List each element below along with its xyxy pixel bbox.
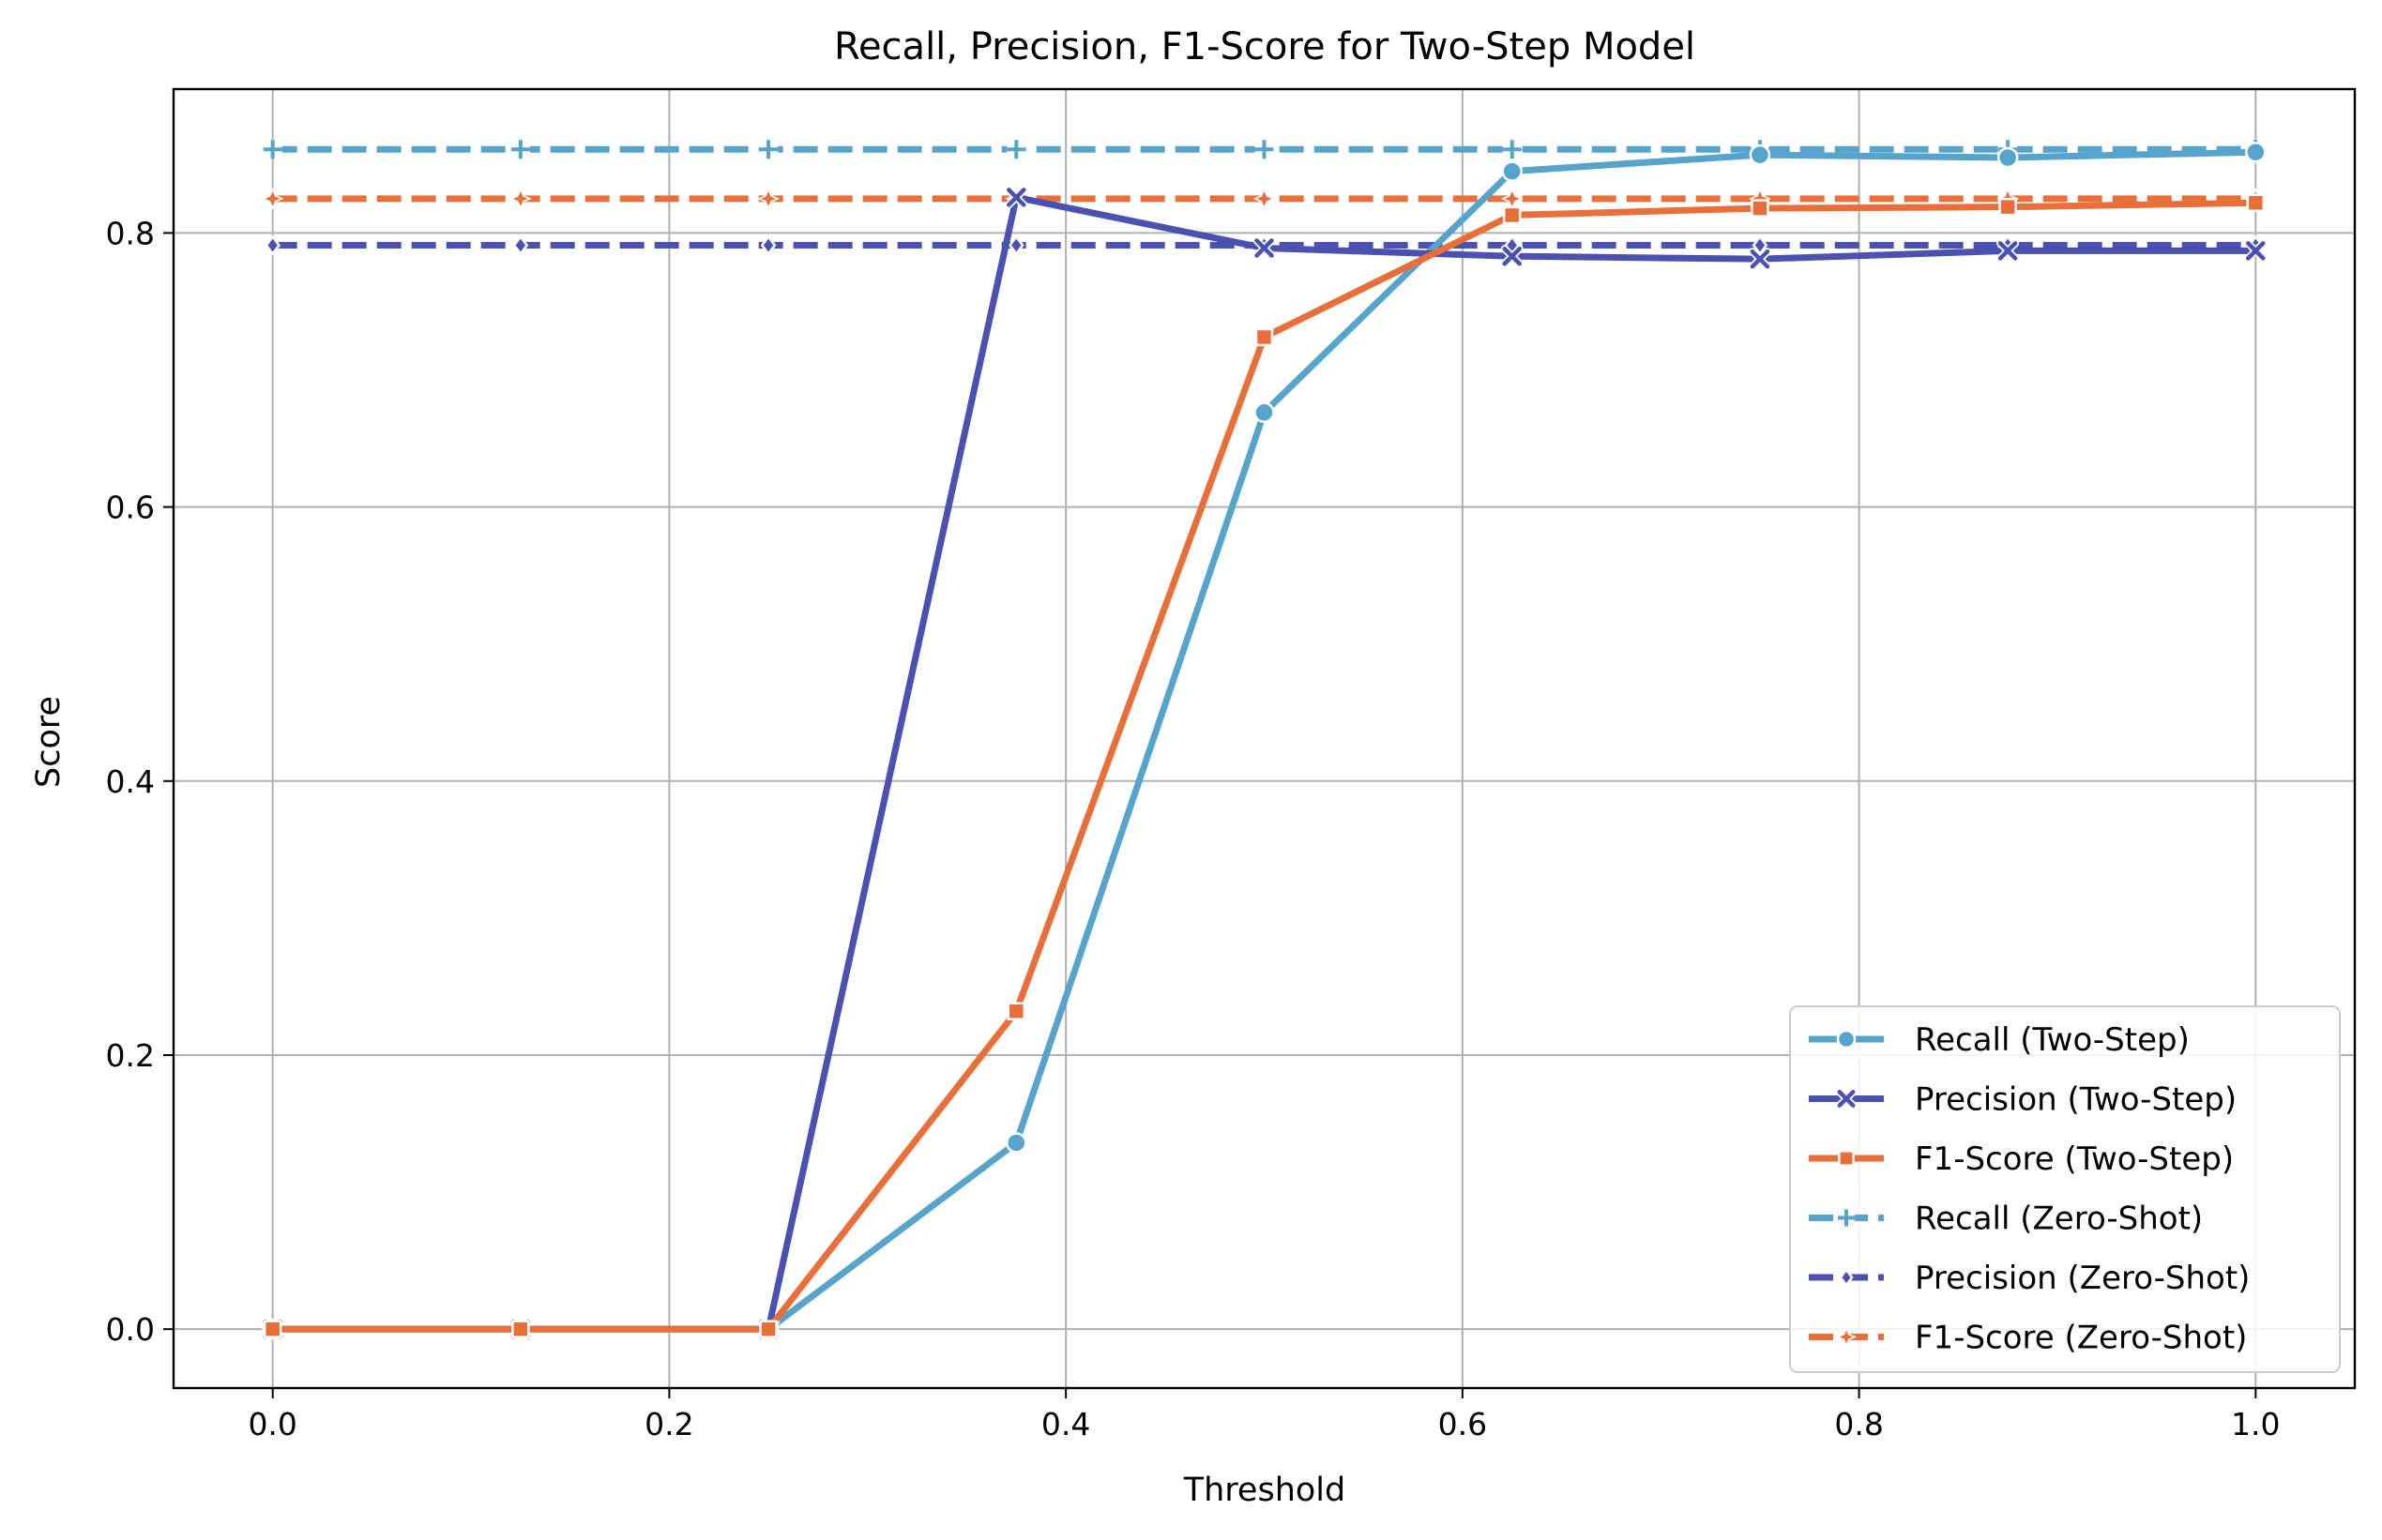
- y-tick-label: 0.4: [106, 763, 155, 800]
- data-point: [2246, 193, 2266, 213]
- data-point: [2245, 141, 2267, 163]
- data-point: [1252, 236, 1276, 260]
- y-tick-label: 0.8: [106, 215, 155, 251]
- data-point: [510, 140, 530, 159]
- data-point: [1836, 1029, 1857, 1049]
- legend-label: Precision (Zero-Shot): [1915, 1260, 2250, 1297]
- data-point: [1007, 1002, 1026, 1020]
- legend-entry: Recall (Zero-Shot): [1809, 1200, 2203, 1238]
- y-tick-label: 0.0: [106, 1311, 155, 1348]
- data-point: [1252, 187, 1276, 210]
- chart-title: Recall, Precision, F1-Score for Two-Step…: [834, 25, 1695, 68]
- x-tick-label: 0.8: [1834, 1406, 1883, 1442]
- x-tick-label: 0.0: [248, 1406, 296, 1442]
- legend-label: F1-Score (Zero-Shot): [1915, 1320, 2247, 1357]
- series-f1-score-two-step: [263, 193, 2266, 1338]
- data-point: [1839, 1267, 1854, 1288]
- data-point: [261, 187, 284, 210]
- data-point: [1502, 205, 1522, 225]
- data-point: [1998, 197, 2017, 217]
- data-point: [1007, 140, 1026, 159]
- data-point: [508, 187, 532, 210]
- data-point: [2244, 239, 2268, 263]
- legend-entry: Precision (Zero-Shot): [1809, 1260, 2250, 1297]
- legend-entry: F1-Score (Two-Step): [1809, 1140, 2234, 1178]
- data-point: [1501, 160, 1523, 182]
- data-point: [1008, 234, 1024, 256]
- data-point: [759, 1320, 778, 1338]
- data-point: [1996, 239, 2020, 263]
- data-point: [1751, 199, 1769, 218]
- legend-entry: Recall (Two-Step): [1809, 1021, 2190, 1059]
- data-point: [265, 234, 281, 256]
- data-point: [1749, 143, 1771, 166]
- data-point: [1500, 245, 1524, 268]
- data-point: [757, 187, 781, 210]
- x-tick-label: 0.2: [645, 1406, 693, 1442]
- legend-entry: Precision (Two-Step): [1809, 1081, 2237, 1119]
- y-tick-label: 0.2: [106, 1037, 155, 1074]
- legend: Recall (Two-Step) Precision (Two-Step) F1-…: [1789, 1005, 2341, 1373]
- data-point: [760, 234, 777, 256]
- legend-label: F1-Score (Two-Step): [1915, 1140, 2234, 1178]
- data-point: [511, 1320, 530, 1338]
- legend-label: Recall (Zero-Shot): [1915, 1200, 2203, 1238]
- data-point: [1996, 146, 2019, 169]
- data-point: [263, 140, 282, 159]
- y-axis-label: Score: [30, 696, 68, 788]
- data-point: [1502, 140, 1522, 159]
- data-point: [512, 234, 529, 256]
- data-point: [1838, 1150, 1855, 1167]
- data-point: [1005, 186, 1028, 209]
- data-point: [1836, 1326, 1857, 1348]
- plot-frame: [172, 87, 2357, 1390]
- data-point: [1254, 140, 1274, 159]
- data-point: [1254, 327, 1274, 347]
- legend-box: [1789, 1005, 2341, 1373]
- data-point: [759, 140, 779, 159]
- data-point: [1748, 248, 1771, 271]
- x-axis-label: Threshold: [1183, 1472, 1346, 1509]
- legend-label: Recall (Two-Step): [1915, 1021, 2190, 1059]
- legend-label: Precision (Two-Step): [1915, 1081, 2237, 1119]
- legend-entry: F1-Score (Zero-Shot): [1809, 1320, 2247, 1357]
- data-point: [1006, 1132, 1027, 1154]
- x-tick-label: 1.0: [2231, 1406, 2280, 1442]
- data-point: [1253, 401, 1275, 424]
- y-tick-label: 0.6: [106, 490, 155, 526]
- data-point: [263, 1320, 282, 1338]
- data-point: [1838, 1209, 1855, 1227]
- data-point: [1835, 1088, 1858, 1110]
- x-tick-label: 0.6: [1438, 1406, 1487, 1442]
- x-tick-label: 0.4: [1041, 1406, 1090, 1442]
